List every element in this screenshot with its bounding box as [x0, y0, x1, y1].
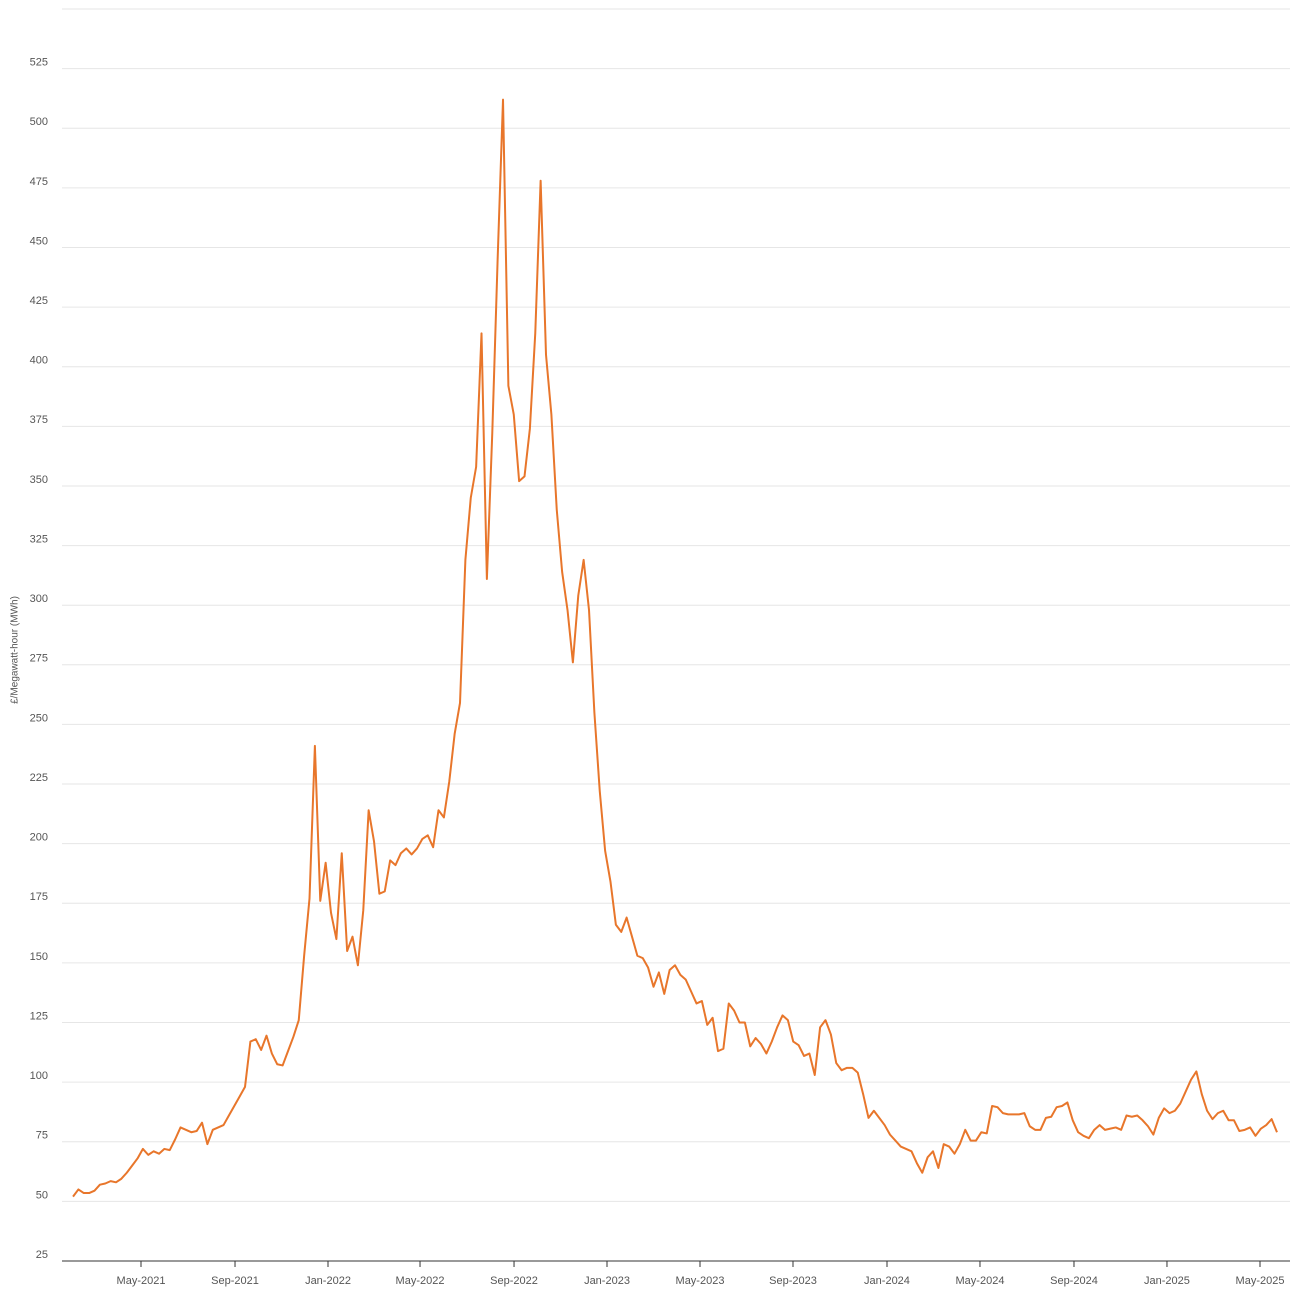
x-tick-label: May-2024	[956, 1275, 1005, 1287]
x-tick-label: May-2022	[396, 1275, 445, 1287]
y-tick-label: 350	[30, 474, 48, 486]
y-tick-label: 425	[30, 295, 48, 307]
y-tick-label: 400	[30, 355, 48, 367]
y-tick-label: 25	[36, 1249, 48, 1261]
x-tick-label: May-2021	[117, 1275, 166, 1287]
x-tick-label: Jan-2024	[864, 1275, 910, 1287]
x-tick-label: Sep-2024	[1050, 1275, 1098, 1287]
y-tick-label: 175	[30, 891, 48, 903]
x-tick-label: Jan-2022	[305, 1275, 351, 1287]
y-tick-label: 100	[30, 1070, 48, 1082]
y-tick-label: 200	[30, 832, 48, 844]
y-tick-label: 275	[30, 653, 48, 665]
x-tick-label: May-2023	[676, 1275, 725, 1287]
x-tick-label: Jan-2025	[1144, 1275, 1190, 1287]
y-tick-label: 225	[30, 772, 48, 784]
y-tick-label: 125	[30, 1010, 48, 1022]
y-tick-label: 50	[36, 1189, 48, 1201]
x-tick-label: Jan-2023	[584, 1275, 630, 1287]
x-tick-label: Sep-2022	[490, 1275, 538, 1287]
y-tick-label: 375	[30, 414, 48, 426]
x-tick-label: Sep-2021	[211, 1275, 259, 1287]
y-tick-label: 150	[30, 951, 48, 963]
y-tick-label: 300	[30, 593, 48, 605]
x-tick-label: Sep-2023	[769, 1275, 817, 1287]
y-tick-label: 325	[30, 533, 48, 545]
data-line	[72, 98, 1278, 1198]
y-axis-label: £/Megawatt-hour (MWh)	[10, 596, 21, 704]
y-tick-label: 500	[30, 116, 48, 128]
y-tick-label: 475	[30, 176, 48, 188]
x-tick-label: May-2025	[1236, 1275, 1285, 1287]
y-tick-label: 75	[36, 1130, 48, 1142]
y-tick-label: 525	[30, 57, 48, 69]
y-tick-label: 250	[30, 712, 48, 724]
y-tick-label: 450	[30, 235, 48, 247]
